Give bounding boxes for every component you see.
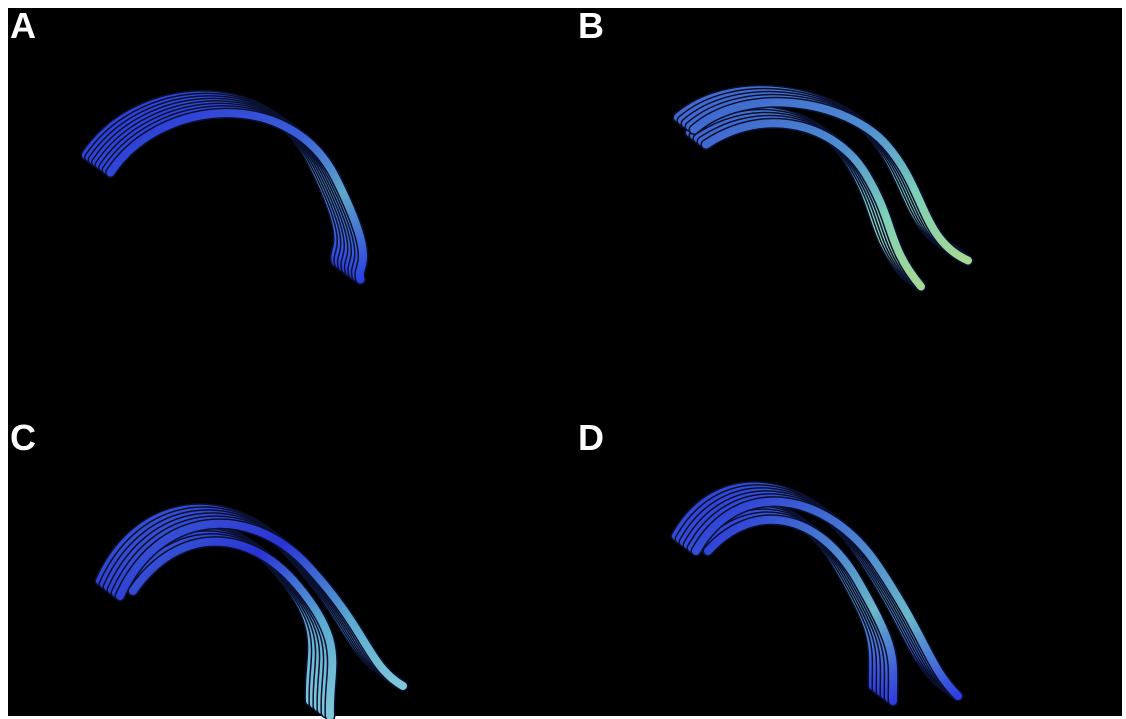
- panel-label: B: [578, 5, 604, 46]
- figure: A B C D: [0, 0, 1126, 719]
- page: A B C D (() => { const data = JSON.parse…: [0, 0, 1126, 719]
- panel-label: A: [10, 5, 36, 46]
- panel-label: D: [578, 417, 604, 458]
- panel-label: C: [10, 417, 36, 458]
